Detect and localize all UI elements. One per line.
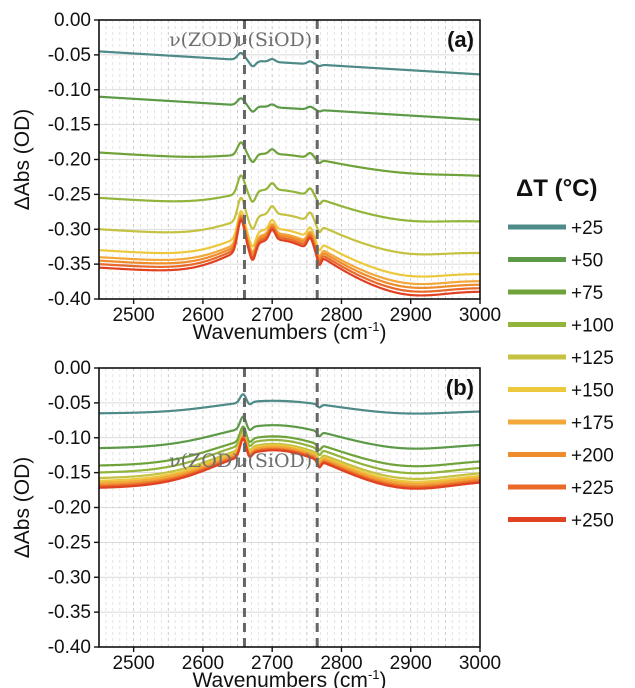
y-tick-label: 0.00 — [54, 358, 91, 379]
y-tick-label: -0.25 — [48, 184, 91, 205]
grid — [98, 19, 481, 300]
y-tick-label: -0.35 — [48, 254, 91, 275]
annotations: ν(ZOD)ν(SiOD) — [169, 20, 319, 299]
series-line-plus25 — [98, 393, 481, 415]
series-line-plus50 — [98, 95, 481, 121]
series-line-plus175 — [98, 213, 480, 286]
legend-label: +175 — [571, 413, 614, 434]
legend-title: ΔT (°C) — [516, 175, 598, 202]
series-line-plus200 — [98, 215, 481, 290]
series-line-plus100 — [98, 428, 481, 475]
x-tick-label: 2700 — [251, 653, 293, 674]
series-line-plus250 — [98, 218, 480, 297]
y-tick-label: -0.35 — [48, 602, 91, 623]
series-group — [98, 50, 481, 297]
y-tick-label: -0.30 — [48, 219, 91, 240]
panel-b: ν(ZOD)ν(SiOD) 0.00 -0.05 -0.10 -0.15 -0.20 -0.… — [11, 358, 501, 688]
series-line-plus175 — [98, 434, 481, 485]
series-line-plus125 — [98, 431, 481, 480]
x-tick-label: 2700 — [251, 305, 293, 326]
y-tick-label: -0.05 — [48, 393, 91, 414]
y-axis-label: ΔAbs (OD) — [11, 457, 34, 559]
peak-label: ν(SiOD) — [236, 29, 312, 51]
y-tick-label: -0.20 — [48, 150, 91, 171]
series-line-plus125 — [98, 196, 481, 256]
legend-label: +125 — [571, 348, 614, 369]
x-axis-label: Wavenumbers (cm-1) — [193, 319, 387, 344]
series-line-plus25 — [98, 50, 481, 76]
series-line-plus150 — [98, 433, 481, 483]
series-group — [98, 393, 481, 490]
x-tick-label: 2800 — [320, 653, 362, 674]
series-line-plus150 — [98, 210, 481, 278]
y-tick-label: -0.15 — [48, 463, 91, 484]
series-line-plus50 — [98, 415, 481, 450]
legend-label: +75 — [571, 283, 603, 304]
series-line-plus225 — [98, 217, 481, 293]
y-tick-label: -0.40 — [48, 289, 91, 310]
legend-label: +50 — [571, 251, 603, 272]
panel-a: ν(ZOD)ν(SiOD) 0.00 -0.05 -0.10 -0.15 -0.20 -0.… — [11, 10, 501, 344]
series-line-plus75 — [98, 425, 481, 468]
y-tick-label: -0.10 — [48, 428, 91, 449]
x-tick-label: 2600 — [182, 653, 224, 674]
panel-label: (b) — [446, 375, 474, 400]
x-tick-label: 2500 — [112, 305, 154, 326]
x-axis-label: Wavenumbers (cm-1) — [193, 667, 387, 688]
peak-label: ν(ZOD) — [169, 450, 239, 472]
series-line-plus75 — [98, 141, 481, 177]
x-tick-label: 2600 — [182, 305, 224, 326]
annotations: ν(ZOD)ν(SiOD) — [169, 368, 319, 647]
y-tick-label: -0.15 — [48, 115, 91, 136]
legend-label: +100 — [571, 316, 614, 337]
y-axis-label: ΔAbs (OD) — [11, 109, 34, 211]
series-line-plus250 — [98, 437, 481, 490]
tick-labels: 0.00 -0.05 -0.10 -0.15 -0.20 -0.25 -0.30 -0.35 -… — [48, 10, 501, 326]
x-tick-label: 2800 — [320, 305, 362, 326]
x-tick-label: 2500 — [112, 653, 154, 674]
legend: ΔT (°C) +25 +50 +75 +100 +125 +150 +175 +200 +22… — [508, 175, 614, 532]
legend-label: +200 — [571, 446, 614, 467]
x-tick-label: 3000 — [459, 653, 501, 674]
y-tick-label: -0.25 — [48, 532, 91, 553]
peak-label: ν(SiOD) — [236, 450, 312, 472]
y-tick-label: -0.40 — [48, 637, 91, 658]
peak-label: ν(ZOD) — [169, 29, 239, 51]
grid — [98, 367, 481, 648]
legend-label: +25 — [571, 218, 603, 239]
tick-labels: 0.00 -0.05 -0.10 -0.15 -0.20 -0.25 -0.30 -0.35 -… — [48, 358, 501, 674]
series-line-plus100 — [98, 174, 481, 223]
x-tick-label: 2900 — [390, 653, 432, 674]
x-tick-label: 3000 — [459, 305, 501, 326]
legend-label: +225 — [571, 478, 614, 499]
legend-label: +250 — [571, 511, 614, 532]
panel-label: (a) — [447, 27, 474, 52]
y-tick-label: -0.30 — [48, 567, 91, 588]
y-tick-label: -0.20 — [48, 498, 91, 519]
y-tick-label: -0.10 — [48, 80, 91, 101]
legend-label: +150 — [571, 381, 614, 402]
y-tick-label: -0.05 — [48, 45, 91, 66]
y-tick-label: 0.00 — [54, 10, 91, 31]
x-tick-label: 2900 — [390, 305, 432, 326]
